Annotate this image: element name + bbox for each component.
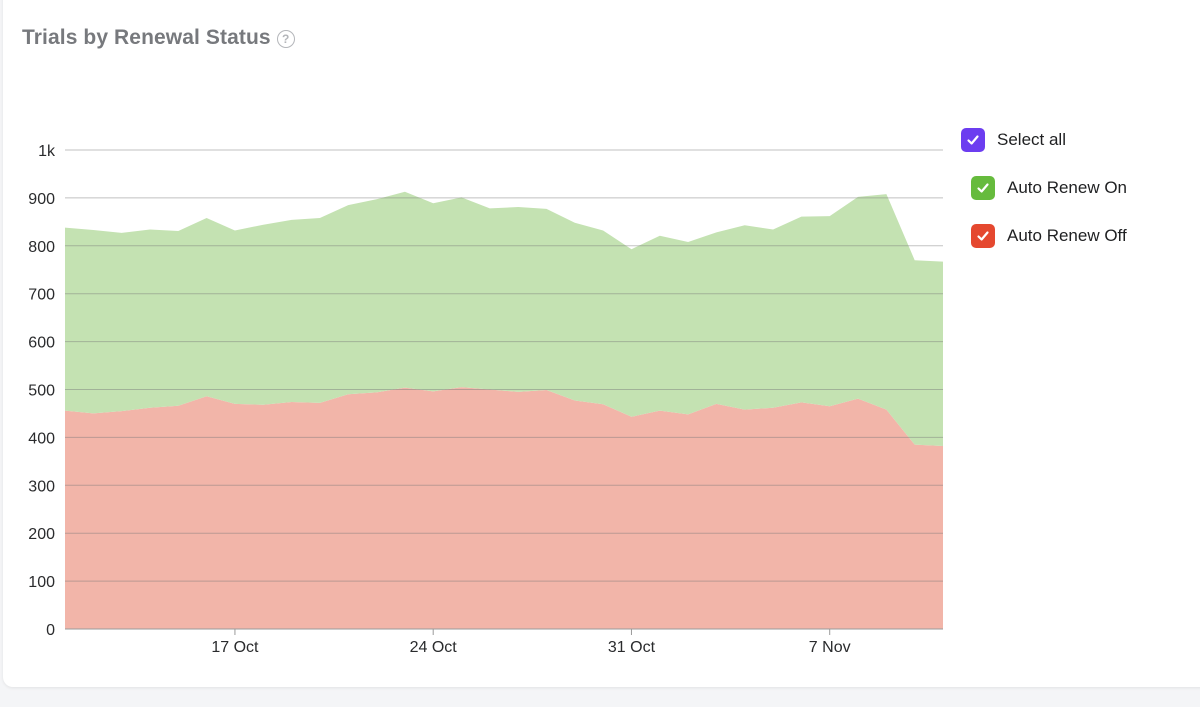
y-tick-label: 700 bbox=[28, 287, 55, 304]
y-tick-label: 600 bbox=[28, 335, 55, 352]
auto-renew-off-checkbox[interactable] bbox=[971, 224, 995, 248]
y-tick-label: 1k bbox=[38, 143, 56, 160]
x-tick-label: 24 Oct bbox=[410, 639, 458, 656]
chart-title: Trials by Renewal Status bbox=[22, 26, 271, 49]
auto-renew-on-checkbox[interactable] bbox=[971, 176, 995, 200]
select-all-toggle[interactable]: Select all bbox=[961, 128, 1127, 152]
area-auto-renew-off bbox=[65, 387, 943, 629]
legend-item-auto-renew-off[interactable]: Auto Renew Off bbox=[971, 224, 1127, 248]
legend-label-auto-renew-off: Auto Renew Off bbox=[1007, 226, 1127, 245]
x-tick-label: 17 Oct bbox=[211, 639, 259, 656]
checkmark-icon bbox=[977, 183, 989, 193]
chart-header: Trials by Renewal Status ? bbox=[22, 26, 295, 50]
y-tick-label: 800 bbox=[28, 239, 55, 256]
checkmark-icon bbox=[967, 135, 979, 145]
select-all-label: Select all bbox=[997, 130, 1066, 149]
question-circle-icon[interactable]: ? bbox=[276, 30, 295, 48]
y-tick-label: 500 bbox=[28, 383, 55, 400]
x-tick-label: 7 Nov bbox=[809, 639, 851, 656]
x-tick-label: 31 Oct bbox=[608, 639, 656, 656]
legend: Select all Auto Renew On Auto Renew Off bbox=[961, 128, 1127, 248]
area-auto-renew-on bbox=[65, 191, 943, 446]
legend-item-auto-renew-on[interactable]: Auto Renew On bbox=[971, 176, 1127, 200]
y-tick-label: 900 bbox=[28, 191, 55, 208]
y-tick-label: 400 bbox=[28, 430, 55, 447]
select-all-checkbox[interactable] bbox=[961, 128, 985, 152]
checkmark-icon bbox=[977, 231, 989, 241]
y-tick-label: 100 bbox=[28, 574, 55, 591]
legend-label-auto-renew-on: Auto Renew On bbox=[1007, 178, 1128, 197]
y-tick-label: 0 bbox=[46, 622, 55, 639]
y-tick-label: 300 bbox=[28, 478, 55, 495]
y-tick-label: 200 bbox=[28, 526, 55, 543]
stacked-area-chart: 0 100 200 300 400 500 600 700 800 900 1k 17 Oct 24 O… bbox=[28, 143, 943, 656]
